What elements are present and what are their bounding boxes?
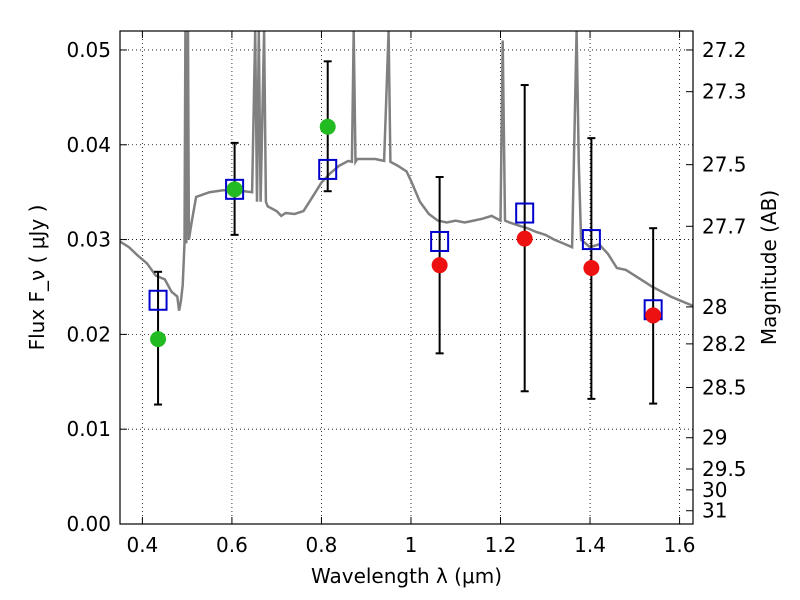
x-tick-label: 0.6 bbox=[216, 533, 248, 557]
right-tick-label: 28.5 bbox=[702, 375, 747, 399]
y-tick-label: 0.00 bbox=[66, 512, 111, 536]
observed-point-marker bbox=[645, 307, 662, 324]
model-square-marker bbox=[581, 229, 601, 251]
right-tick-label: 28.2 bbox=[702, 332, 747, 356]
x-tick-label: 1.2 bbox=[485, 533, 517, 557]
observed-point-marker bbox=[516, 230, 533, 247]
model-square-marker bbox=[148, 289, 168, 311]
plot-frame bbox=[119, 30, 694, 525]
right-tick-label: 30 bbox=[702, 478, 727, 502]
observed-point-marker bbox=[319, 118, 336, 135]
x-tick-label: 1.4 bbox=[574, 533, 606, 557]
grid-lines bbox=[120, 31, 693, 525]
observed-point-marker bbox=[583, 260, 600, 277]
right-tick-label: 27.5 bbox=[702, 153, 747, 177]
right-tick-label: 27.2 bbox=[702, 38, 747, 62]
y-tick-label: 0.03 bbox=[66, 228, 111, 252]
right-tick-label: 28 bbox=[702, 295, 727, 319]
observed-point-marker bbox=[150, 331, 167, 348]
right-tick-label: 31 bbox=[702, 499, 727, 523]
model-square-marker bbox=[430, 230, 450, 252]
x-axis-label: Wavelength λ (μm) bbox=[311, 564, 502, 588]
model-square-marker bbox=[515, 202, 535, 224]
x-tick-label: 0.4 bbox=[126, 533, 158, 557]
x-tick-label: 1 bbox=[405, 533, 418, 557]
y-tick-label: 0.04 bbox=[66, 133, 111, 157]
observed-point-marker bbox=[226, 181, 243, 198]
right-tick-label: 27.3 bbox=[702, 80, 747, 104]
right-tick-label: 27.7 bbox=[702, 214, 747, 238]
y-tick-label: 0.01 bbox=[66, 417, 111, 441]
y-tick-label: 0.05 bbox=[66, 38, 111, 62]
right-axis-label: Magnitude (AB) bbox=[757, 190, 781, 345]
x-tick-label: 1.6 bbox=[664, 533, 696, 557]
model-square-marker bbox=[225, 178, 245, 200]
data-markers bbox=[148, 118, 663, 348]
y-axis-label: Flux F_ν ( μJy ) bbox=[25, 205, 49, 351]
model-square-marker bbox=[318, 158, 338, 180]
axis-ticks: 0.4 0.6 0.8 1 1.2 1.4 1.6 0.00 0.01 0.02 0.03 0.04 0… bbox=[66, 31, 747, 557]
observed-point-marker bbox=[431, 257, 448, 274]
spectrum-line bbox=[120, 31, 693, 311]
y-tick-label: 0.02 bbox=[66, 322, 111, 346]
right-tick-label: 29.5 bbox=[702, 457, 747, 481]
x-tick-label: 0.8 bbox=[306, 533, 338, 557]
model-spectrum bbox=[120, 31, 693, 311]
right-tick-label: 29 bbox=[702, 426, 727, 450]
